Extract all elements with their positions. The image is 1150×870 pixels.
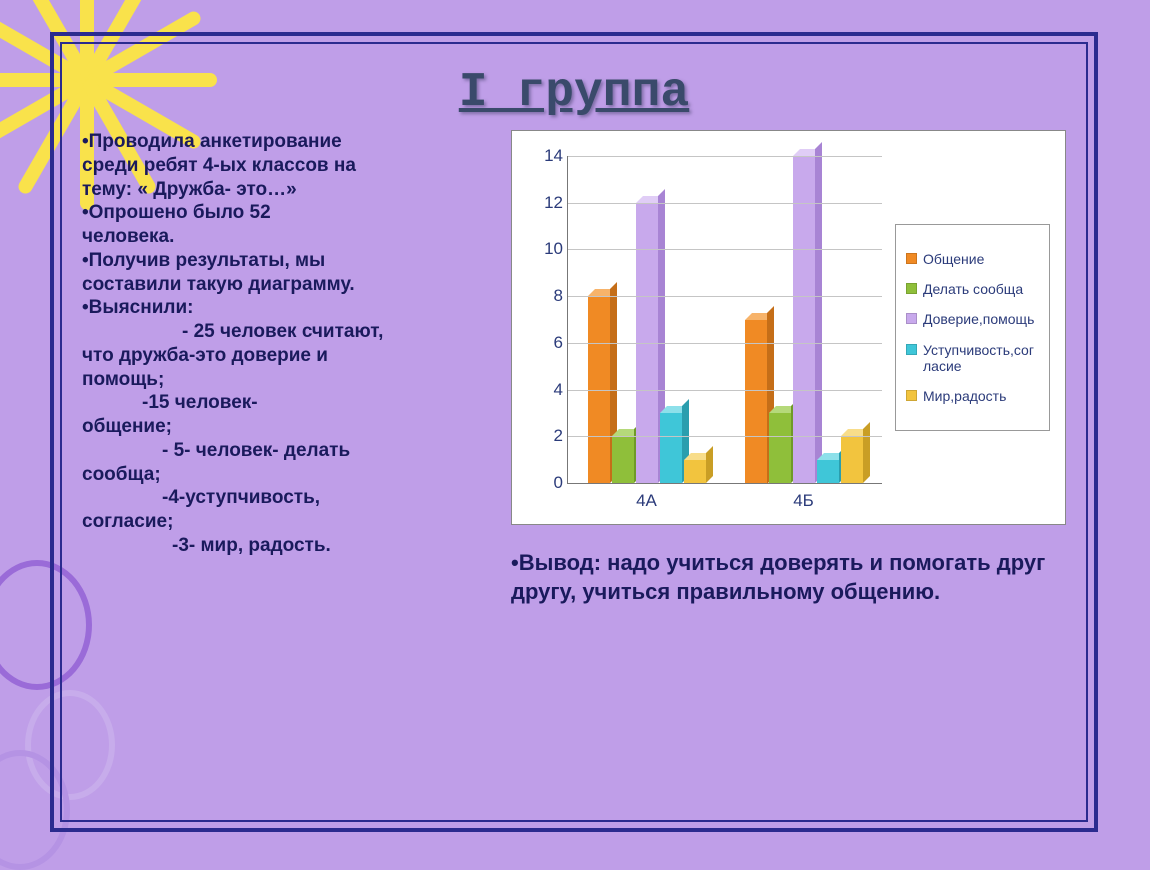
legend-label: Общение xyxy=(923,251,984,267)
bar xyxy=(841,436,863,483)
text-line: тему: « Дружба- это…» xyxy=(82,178,496,202)
y-tick-label: 6 xyxy=(538,333,563,353)
bars-row: 4А4Б xyxy=(568,156,882,483)
legend-area: Общение Делать сообща Доверие,помощь Уступч… xyxy=(892,131,1065,524)
bar-group: 4А xyxy=(568,156,725,483)
bar xyxy=(769,413,791,483)
text-line: помощь; xyxy=(82,368,496,392)
slide-frame: I группа •Проводила анкетированиесреди р… xyxy=(50,32,1098,832)
bar xyxy=(660,413,682,483)
bar xyxy=(684,460,706,483)
text-line: -3- мир, радость. xyxy=(82,534,496,558)
legend-item: Общение xyxy=(906,251,1039,267)
legend-swatch xyxy=(906,390,917,401)
slide-title: I группа xyxy=(62,66,1086,120)
legend-label: Делать сообща xyxy=(923,281,1023,297)
legend-swatch xyxy=(906,253,917,264)
text-line: - 25 человек считают, xyxy=(82,320,496,344)
legend-box: Общение Делать сообща Доверие,помощь Уступч… xyxy=(895,224,1050,431)
legend-item: Уступчивость,согласие xyxy=(906,342,1039,374)
legend-label: Уступчивость,согласие xyxy=(923,342,1034,374)
legend-item: Делать сообща xyxy=(906,281,1039,297)
text-line: человека. xyxy=(82,225,496,249)
right-panel: 4А4Б 0 2 4 6 8 10 12 14 Общение Делать сообща Дов… xyxy=(496,130,1066,606)
y-tick-label: 8 xyxy=(538,286,563,306)
y-tick-label: 10 xyxy=(538,239,563,259)
plot-area: 4А4Б 0 2 4 6 8 10 12 14 xyxy=(512,131,892,524)
text-line: -4-уступчивость, xyxy=(82,486,496,510)
text-line: что дружба-это доверие и xyxy=(82,344,496,368)
legend-label: Мир,радость xyxy=(923,388,1006,404)
y-tick-label: 14 xyxy=(538,146,563,166)
text-line: •Выяснили: xyxy=(82,296,496,320)
bar xyxy=(817,460,839,483)
text-line: согласие; xyxy=(82,510,496,534)
text-line: среди ребят 4-ых классов на xyxy=(82,154,496,178)
bar-chart: 4А4Б 0 2 4 6 8 10 12 14 Общение Делать сообща Дов… xyxy=(511,130,1066,525)
text-line: - 5- человек- делать xyxy=(82,439,496,463)
plot-inner: 4А4Б 02468101214 xyxy=(567,156,882,484)
text-line: общение; xyxy=(82,415,496,439)
y-tick-label: 12 xyxy=(538,193,563,213)
legend-item: Мир,радость xyxy=(906,388,1039,404)
y-tick-label: 4 xyxy=(538,380,563,400)
conclusion-text: •Вывод: надо учиться доверять и помогать… xyxy=(511,549,1051,606)
bar xyxy=(793,156,815,483)
text-line: сообща; xyxy=(82,463,496,487)
bar xyxy=(745,320,767,484)
legend-item: Доверие,помощь xyxy=(906,311,1039,327)
text-line: •Опрошено было 52 xyxy=(82,201,496,225)
slide-frame-inner: I группа •Проводила анкетированиесреди р… xyxy=(60,42,1088,822)
legend-swatch xyxy=(906,283,917,294)
text-line: -15 человек- xyxy=(82,391,496,415)
y-tick-label: 2 xyxy=(538,426,563,446)
bar-group: 4Б xyxy=(725,156,882,483)
x-tick-label: 4Б xyxy=(725,491,882,511)
legend-swatch xyxy=(906,344,917,355)
text-line: •Получив результаты, мы xyxy=(82,249,496,273)
text-line: составили такую диаграмму. xyxy=(82,273,496,297)
legend-label: Доверие,помощь xyxy=(923,311,1034,327)
content-row: •Проводила анкетированиесреди ребят 4-ых… xyxy=(62,130,1086,606)
text-panel: •Проводила анкетированиесреди ребят 4-ых… xyxy=(82,130,496,606)
x-tick-label: 4А xyxy=(568,491,725,511)
legend-swatch xyxy=(906,313,917,324)
text-line: •Проводила анкетирование xyxy=(82,130,496,154)
y-tick-label: 0 xyxy=(538,473,563,493)
bar xyxy=(612,436,634,483)
